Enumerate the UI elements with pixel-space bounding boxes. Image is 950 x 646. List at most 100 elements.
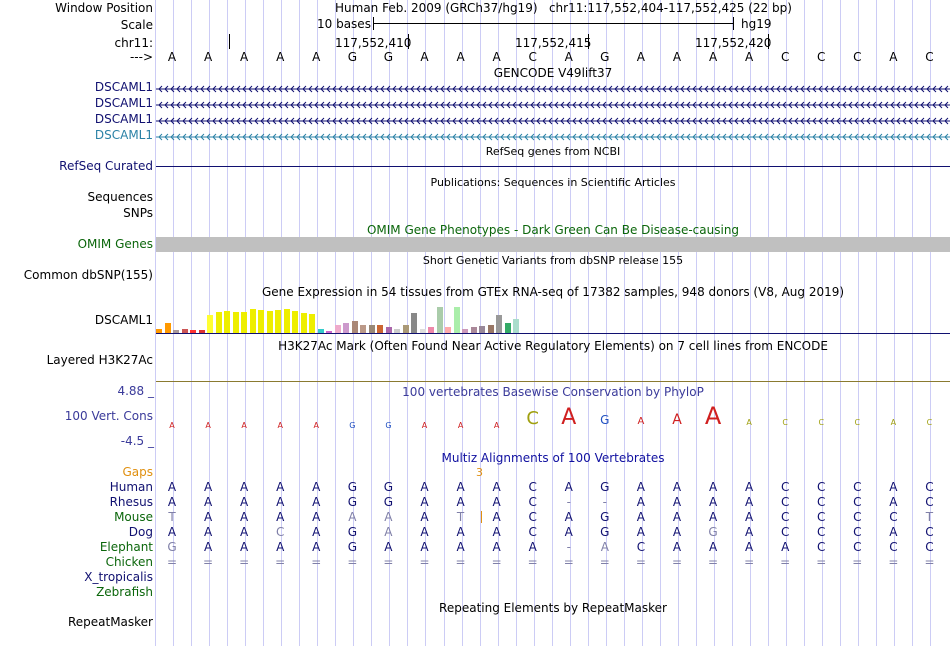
species-label-dog[interactable]: Dog [128, 525, 153, 539]
alignment-base: C [780, 480, 790, 494]
gtex-bar[interactable] [402, 325, 409, 333]
publications-title[interactable]: Publications: Sequences in Scientific Ar… [430, 176, 676, 189]
publications-label[interactable]: Sequences [87, 190, 153, 204]
gtex-bar[interactable] [309, 314, 315, 333]
gtex-bar[interactable] [283, 309, 290, 333]
gtex-bar[interactable] [453, 307, 460, 333]
ruler-base: A [456, 50, 465, 64]
phylop-title[interactable]: 100 vertebrates Basewise Conservation by… [402, 385, 704, 399]
alignment-base: C [276, 525, 285, 539]
gtex-expression-bars[interactable] [156, 300, 556, 333]
multiz-title[interactable]: Multiz Alignments of 100 Vertebrates [441, 451, 665, 465]
omim-title[interactable]: OMIM Gene Phenotypes - Dark Green Can Be… [366, 223, 740, 237]
gtex-label[interactable]: DSCAML1 [94, 313, 153, 327]
species-label-chicken[interactable]: Chicken [105, 555, 153, 569]
species-label-zebrafish[interactable]: Zebrafish [96, 585, 153, 599]
gencode-gene-label[interactable]: DSCAML1 [94, 128, 153, 142]
species-label-mouse[interactable]: Mouse [114, 510, 153, 524]
refseq-label[interactable]: RefSeq Curated [59, 159, 153, 173]
alignment-base: C [817, 510, 826, 524]
ruler-tick-0 [229, 34, 230, 49]
gtex-bar[interactable] [462, 329, 468, 333]
species-label-rhesus[interactable]: Rhesus [109, 495, 153, 509]
gtex-bar[interactable] [258, 310, 264, 333]
gtex-bar[interactable] [292, 311, 298, 333]
ruler-base: C [780, 50, 790, 64]
phylop-logo-letter: C [782, 418, 788, 427]
gtex-bar[interactable] [394, 329, 400, 333]
dbsnp-title[interactable]: Short Genetic Variants from dbSNP releas… [422, 254, 684, 267]
species-label-elephant[interactable]: Elephant [99, 540, 153, 554]
gtex-bar[interactable] [300, 313, 307, 333]
gtex-bar[interactable] [275, 310, 281, 333]
gtex-bar[interactable] [241, 312, 247, 333]
gtex-bar[interactable] [377, 325, 383, 333]
gridline [641, 0, 643, 646]
repeatmasker-label[interactable]: RepeatMasker [67, 615, 153, 629]
gtex-bar[interactable] [232, 312, 239, 333]
gencode-gene-model[interactable] [156, 100, 950, 110]
gtex-bar[interactable] [368, 325, 375, 333]
strand-arrow-label: ---> [129, 50, 153, 64]
gtex-bar[interactable] [181, 329, 188, 333]
species-label-human[interactable]: Human [109, 480, 153, 494]
gtex-bar[interactable] [411, 313, 417, 333]
gtex-bar[interactable] [249, 309, 256, 333]
h3k27ac-title[interactable]: H3K27Ac Mark (Often Found Near Active Re… [278, 339, 828, 353]
gtex-bar[interactable] [436, 307, 443, 333]
gtex-bar[interactable] [266, 311, 273, 333]
gencode-gene-label[interactable]: DSCAML1 [94, 112, 153, 126]
gencode-gene-label[interactable]: DSCAML1 [94, 80, 153, 94]
gtex-bar[interactable] [215, 312, 222, 333]
alignment-base: A [708, 540, 718, 554]
refseq-title[interactable]: RefSeq genes from NCBI [485, 145, 621, 158]
gtex-bar[interactable] [360, 325, 366, 333]
gtex-bar[interactable] [385, 327, 392, 333]
gencode-gene-model[interactable] [156, 132, 950, 142]
gtex-bar[interactable] [190, 330, 196, 333]
gtex-bar[interactable] [351, 321, 358, 333]
species-label-x_tropicalis[interactable]: X_tropicalis [84, 570, 153, 584]
phylop-label[interactable]: 100 Vert. Cons [64, 409, 153, 423]
gtex-bar[interactable] [156, 329, 162, 333]
gencode-title[interactable]: GENCODE V49lift37 [493, 66, 613, 80]
gtex-bar[interactable] [513, 319, 519, 333]
gtex-title[interactable]: Gene Expression in 54 tissues from GTEx … [261, 285, 845, 299]
refseq-gene-line[interactable] [156, 166, 950, 167]
repeatmasker-title[interactable]: Repeating Elements by RepeatMasker [439, 601, 667, 615]
gtex-bar[interactable] [479, 326, 485, 333]
omim-gene-bar[interactable] [156, 237, 950, 252]
omim-label[interactable]: OMIM Genes [77, 237, 153, 251]
gencode-gene-model[interactable] [156, 116, 950, 126]
phylop-logo-letter: A [705, 402, 722, 430]
alignment-base: A [240, 540, 249, 554]
gtex-bar[interactable] [428, 327, 434, 333]
gtex-bar[interactable] [445, 327, 451, 333]
gtex-bar[interactable] [496, 315, 502, 333]
gtex-bar[interactable] [317, 329, 324, 333]
h3k27ac-label[interactable]: Layered H3K27Ac [46, 353, 153, 367]
gtex-bar[interactable] [504, 323, 511, 333]
gtex-bar[interactable] [164, 323, 171, 333]
phylop-logo-letter: A [561, 405, 576, 430]
gtex-bar[interactable] [334, 325, 341, 333]
gtex-bar[interactable] [224, 311, 230, 333]
alignment-base: G [347, 540, 357, 554]
gtex-bar[interactable] [343, 323, 349, 333]
gtex-bar[interactable] [198, 330, 205, 333]
alignment-base: A [745, 525, 754, 539]
dbsnp-label[interactable]: Common dbSNP(155) [23, 268, 153, 282]
gencode-gene-model[interactable] [156, 84, 950, 94]
gencode-gene-label[interactable]: DSCAML1 [94, 96, 153, 110]
gtex-bar[interactable] [419, 329, 426, 333]
gtex-bar[interactable] [470, 327, 477, 333]
alignment-base: C [925, 480, 934, 494]
gtex-bar[interactable] [207, 315, 213, 333]
gtex-bar[interactable] [487, 325, 494, 333]
gtex-bar[interactable] [173, 330, 179, 333]
alignment-base: G [708, 525, 718, 539]
snps-label[interactable]: SNPs [123, 206, 153, 220]
gtex-bar[interactable] [326, 331, 332, 333]
